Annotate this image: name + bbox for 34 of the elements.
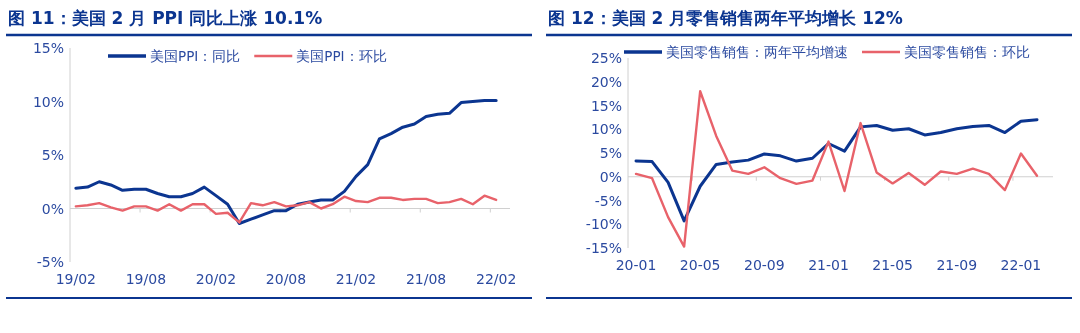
y-tick-label: -5%	[594, 192, 622, 209]
y-tick-label: 20%	[590, 73, 622, 90]
y-tick-label: -15%	[585, 240, 622, 256]
y-tick-label: 0%	[41, 200, 64, 217]
x-tick-label: 20/08	[265, 271, 307, 287]
y-tick-label: 25%	[590, 50, 622, 66]
x-tick-label: 21-01	[808, 257, 849, 273]
x-tick-label: 20/02	[195, 271, 237, 287]
y-tick-label: -10%	[585, 216, 622, 233]
legend-label: 美国PPI：同比	[150, 48, 241, 64]
legend-label: 美国零售销售：两年平均增速	[666, 44, 848, 60]
y-tick-label: 5%	[41, 147, 64, 163]
y-tick-label: -5%	[36, 254, 64, 270]
x-tick-label: 19/02	[55, 271, 97, 287]
chart-title: 图 11：美国 2 月 PPI 同比上涨 10.1%	[8, 8, 323, 28]
x-tick-label: 21-05	[872, 257, 913, 273]
y-tick-label: 15%	[590, 97, 622, 114]
x-tick-label: 21-09	[936, 257, 978, 273]
x-tick-label: 22-01	[1000, 257, 1042, 273]
x-tick-label: 21/08	[405, 271, 447, 287]
y-tick-label: 10%	[590, 121, 622, 138]
y-tick-label: 15%	[32, 40, 64, 56]
x-tick-label: 20-05	[679, 257, 721, 273]
x-tick-label: 20-09	[743, 257, 785, 273]
legend-label: 美国PPI：环比	[296, 48, 387, 64]
y-tick-label: 5%	[599, 145, 622, 161]
x-tick-label: 21/02	[335, 271, 377, 287]
y-tick-label: 0%	[599, 168, 622, 185]
y-tick-label: 10%	[32, 93, 64, 110]
x-tick-label: 20-01	[615, 257, 657, 273]
chart-title: 图 12：美国 2 月零售销售两年平均增长 12%	[548, 8, 903, 28]
legend-label: 美国零售销售：环比	[904, 44, 1030, 60]
x-tick-label: 22/02	[475, 271, 517, 287]
x-tick-label: 19/08	[125, 271, 167, 287]
